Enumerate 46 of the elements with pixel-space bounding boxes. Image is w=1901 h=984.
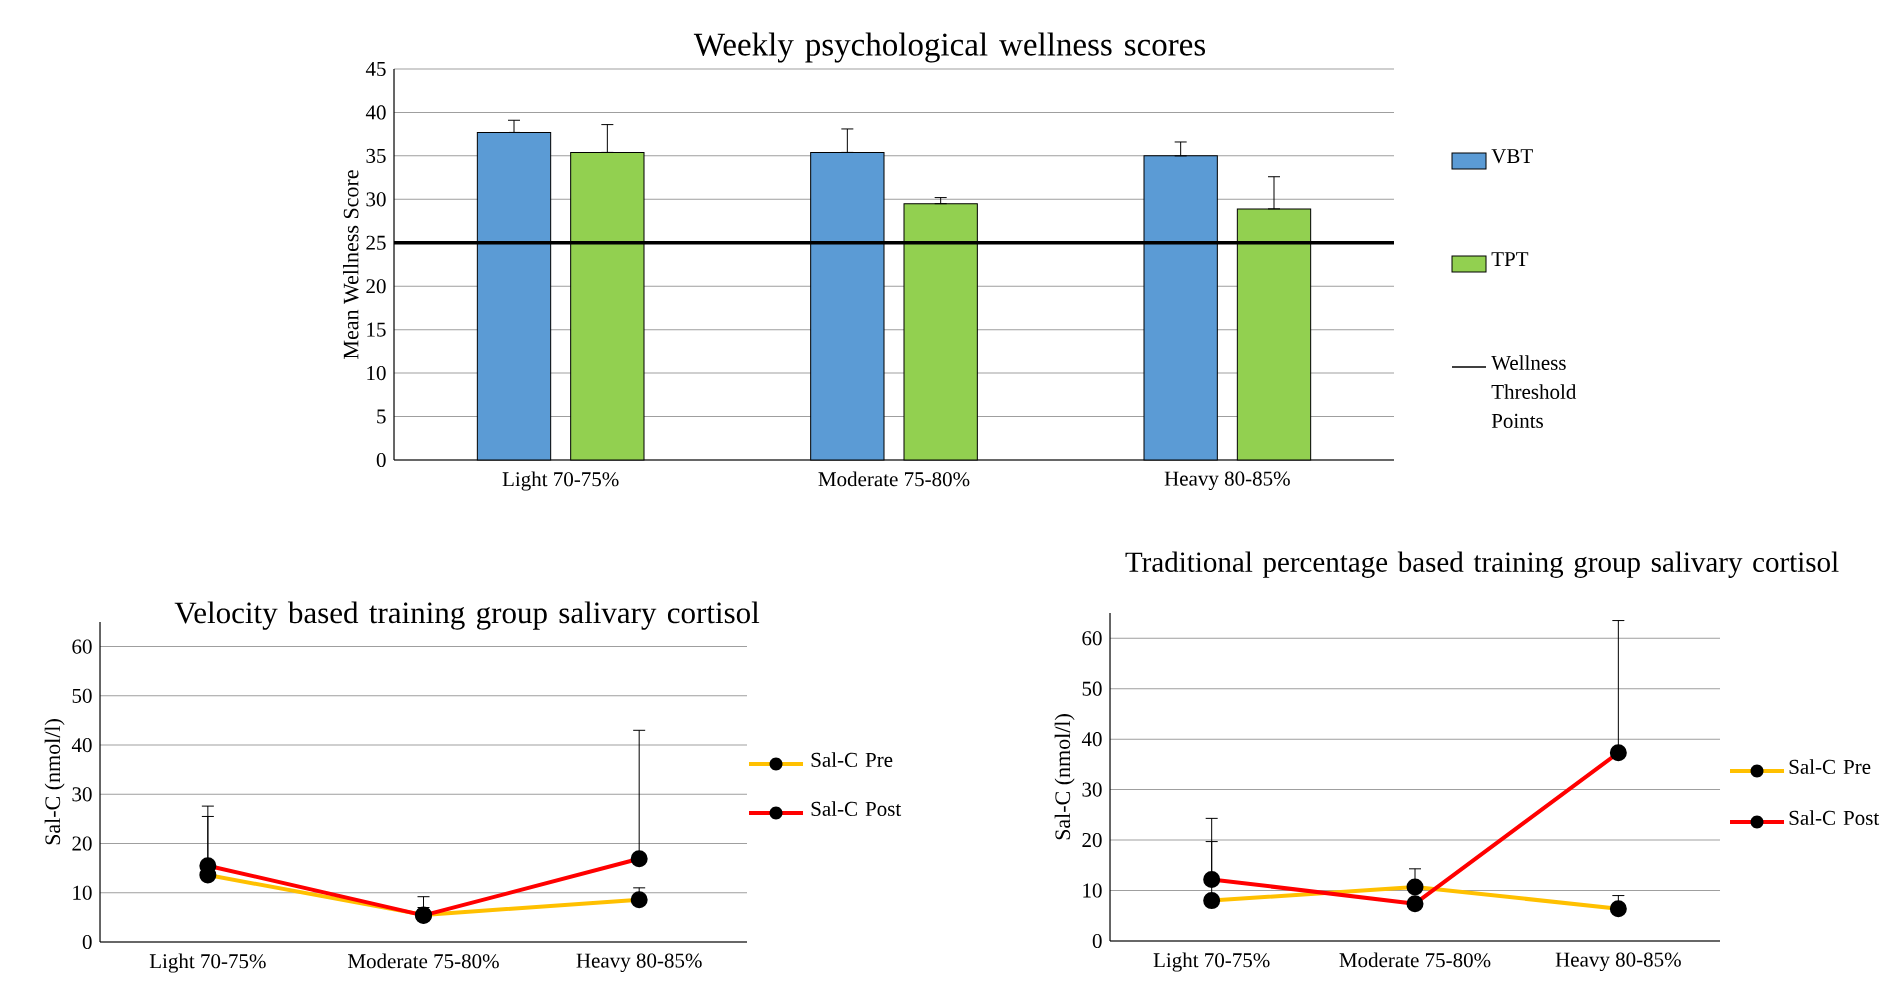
x-tick-label: Moderate 75-80% (1339, 952, 1491, 968)
y-tick-label: 20 (72, 836, 92, 851)
x-tick-label: Heavy 80-85% (1164, 471, 1290, 491)
x-tick-label: Light 70-75% (502, 471, 619, 491)
x-tick-label: Light 70-75% (1153, 952, 1270, 972)
y-tick-label: 10 (1083, 883, 1102, 898)
y-tick-label: 10 (73, 885, 92, 900)
y-tick-label: 50 (72, 688, 92, 703)
y-tick-label: 40 (71, 737, 92, 753)
legend-label: VBT (1491, 149, 1533, 164)
y-tick-label: 30 (72, 787, 92, 802)
legend-label: Sal-C Post (1789, 810, 1880, 825)
x-tick-label: Heavy 80-85% (1555, 952, 1681, 972)
y-axis-title: Sal-C (nmol/l) (44, 719, 65, 845)
y-axis-title: Sal-C (nmol/l) (1054, 714, 1075, 840)
y-tick-label: 40 (1081, 732, 1102, 747)
x-tick-label: Light 70-75% (149, 953, 266, 973)
y-tick-label: 15 (367, 322, 386, 337)
y-tick-label: 25 (366, 235, 386, 250)
y-tick-label: 60 (72, 639, 92, 654)
y-tick-label: 35 (366, 148, 386, 163)
legend-label: TPT (1491, 252, 1529, 266)
chart-title: Traditional percentage based training group salivary cortisol (1125, 551, 1839, 578)
legend-label: Wellness Threshold Points (1491, 355, 1577, 428)
y-tick-label: 5 (377, 409, 386, 424)
x-tick-label: Heavy 80-85% (576, 953, 702, 973)
y-tick-label: 0 (1092, 933, 1102, 949)
y-tick-label: 0 (82, 934, 92, 950)
y-tick-label: 50 (1082, 681, 1102, 696)
x-tick-label: Moderate 75-80% (348, 953, 499, 969)
y-tick-label: 0 (376, 452, 386, 468)
y-tick-label: 20 (1082, 832, 1102, 848)
y-tick-label: 40 (365, 105, 386, 120)
legend-label: Sal-C Pre (1789, 759, 1871, 774)
legend-label: Sal-C Post (811, 801, 902, 816)
chart-title: Weekly psychological wellness scores (693, 32, 1206, 63)
y-tick-label: 20 (366, 279, 386, 294)
chart-title: Velocity based training group salivary cortisol (174, 601, 760, 630)
y-tick-label: 30 (1082, 782, 1102, 797)
y-tick-label: 30 (366, 192, 386, 207)
y-tick-label: 45 (365, 61, 386, 76)
y-tick-label: 10 (367, 366, 386, 381)
legend-label: Sal-C Pre (811, 752, 893, 767)
y-tick-label: 60 (1082, 631, 1102, 646)
x-tick-label: Moderate 75-80% (818, 471, 970, 487)
y-axis-title: Mean Wellness Score (343, 170, 359, 359)
